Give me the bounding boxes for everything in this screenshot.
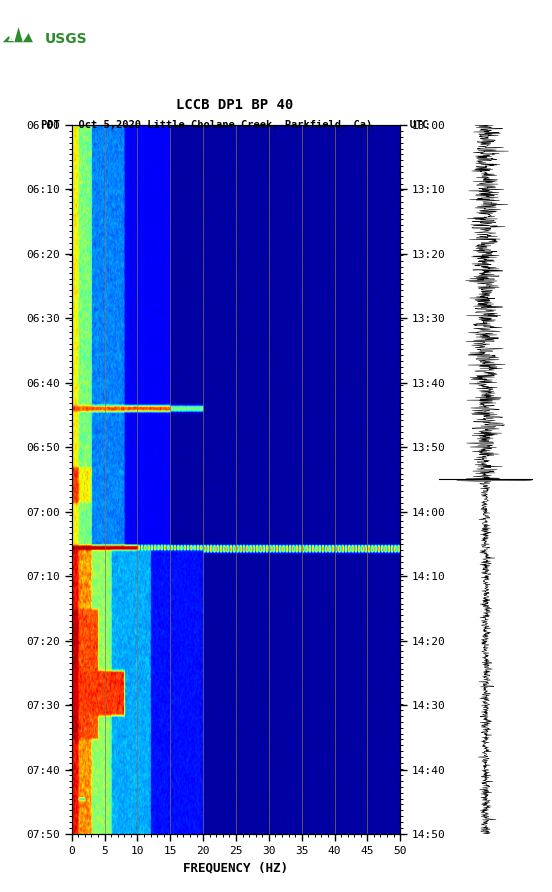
X-axis label: FREQUENCY (HZ): FREQUENCY (HZ) [183,862,289,874]
Text: PDT   Oct 5,2020 Little Cholane Creek, Parkfield, Ca)      UTC: PDT Oct 5,2020 Little Cholane Creek, Par… [41,120,428,129]
Text: USGS: USGS [44,32,87,46]
Text: Z: Z [8,33,15,43]
Polygon shape [3,27,33,42]
Text: LCCB DP1 BP 40: LCCB DP1 BP 40 [176,98,293,112]
